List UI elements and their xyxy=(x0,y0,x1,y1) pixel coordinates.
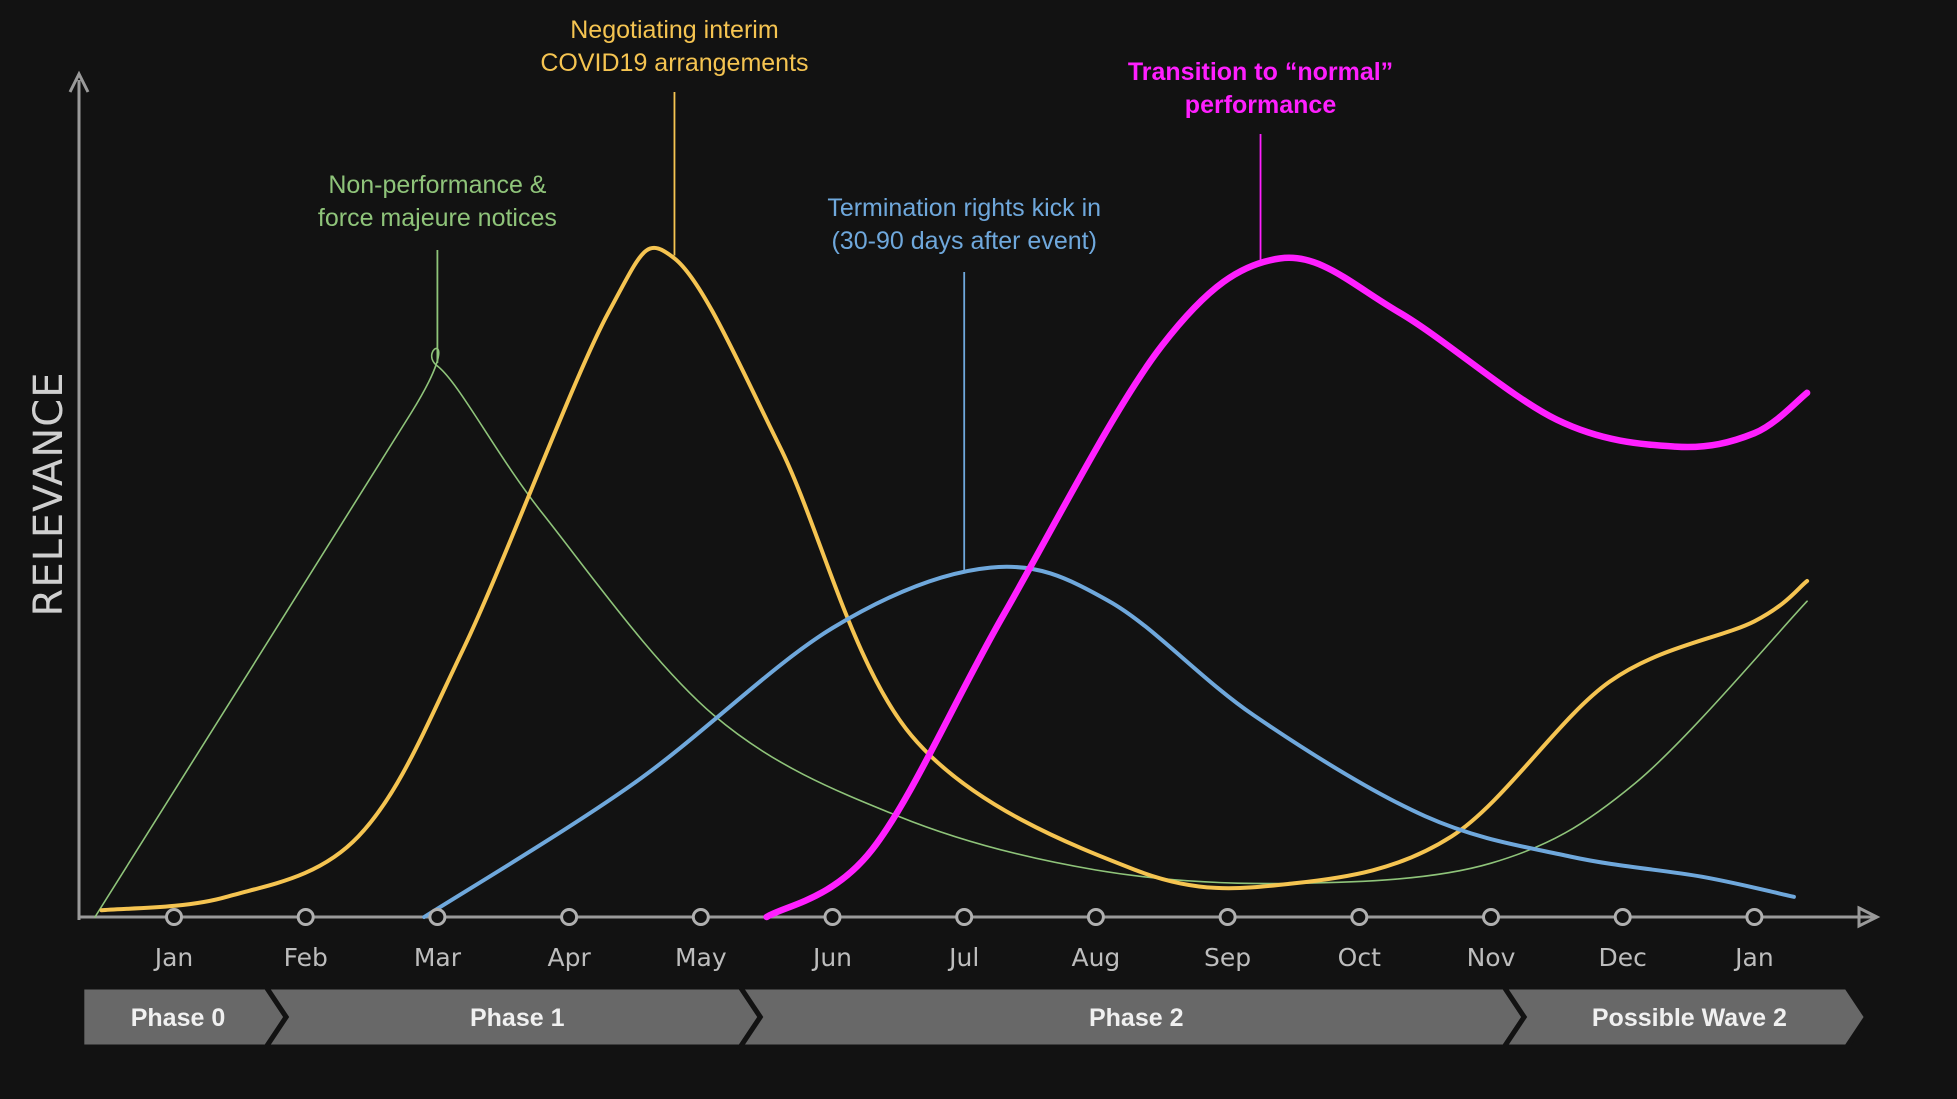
phase-label-phase-1: Phase 1 xyxy=(470,1004,565,1032)
annotation-3-line-1: Termination rights kick in xyxy=(827,194,1101,222)
x-tick-10 xyxy=(1350,908,1369,926)
x-tick-label-11: Nov xyxy=(1467,943,1516,972)
x-tick-8 xyxy=(1086,908,1105,926)
x-tick-label-2: Feb xyxy=(284,943,328,972)
x-tick-label-9: Sep xyxy=(1204,943,1251,972)
x-tick-11 xyxy=(1482,908,1500,926)
x-tick-12 xyxy=(1613,908,1632,926)
annotations: Non-performance & force majeure notices Ne… xyxy=(318,16,1393,572)
x-tick-9 xyxy=(1218,908,1237,926)
phase-label-possible-wave-2: Possible Wave 2 xyxy=(1592,1004,1787,1032)
annotation-4-line-1: Transition to “normal” xyxy=(1128,58,1393,86)
x-tick-5 xyxy=(691,908,710,926)
series-line-1 xyxy=(94,347,1808,918)
x-tick-4 xyxy=(560,908,579,926)
annotation-1-line-1: Non-performance & xyxy=(328,171,546,199)
phase-bar: Phase 0 Phase 1 Phase 2 Possible Wave 2 xyxy=(79,984,1870,1050)
annotation-3-line-2: (30-90 days after event) xyxy=(831,227,1096,255)
x-tick-3 xyxy=(428,908,447,926)
x-tick-7 xyxy=(955,908,974,926)
x-tick-label-6: Jun xyxy=(811,943,852,972)
series-line-2 xyxy=(99,245,1810,913)
series-line-3 xyxy=(422,564,1796,919)
annotation-2-line-2: COVID19 arrangements xyxy=(540,49,808,77)
x-tick-label-1: Jan xyxy=(153,943,194,972)
x-tick-label-3: Mar xyxy=(414,943,462,972)
annotation-4-line-2: performance xyxy=(1185,91,1337,119)
series-line-4 xyxy=(763,254,1811,921)
axes: RELEVANCE xyxy=(26,70,1881,929)
series-lines xyxy=(94,245,1811,921)
y-axis-arrow xyxy=(68,70,90,93)
phase-segment-possible-wave-2 xyxy=(1499,984,1870,1050)
annotation-1-line-2: force majeure notices xyxy=(318,204,557,232)
x-tick-label-7: Jul xyxy=(947,943,979,972)
phase-label-phase-2: Phase 2 xyxy=(1089,1004,1184,1032)
x-axis-arrow xyxy=(1857,905,1881,929)
x-tick-label-5: May xyxy=(675,943,727,972)
x-tick-label-13: Jan xyxy=(1733,943,1774,972)
x-ticks: Jan Feb Mar Apr May Jun Jul Aug Sep Oct Nov Dec Jan xyxy=(153,908,1774,972)
x-tick-6 xyxy=(823,908,842,926)
phase-label-phase-0: Phase 0 xyxy=(131,1004,226,1032)
annotation-2-line-1: Negotiating interim xyxy=(570,16,778,44)
y-axis-label: RELEVANCE xyxy=(26,372,72,617)
x-tick-2 xyxy=(296,908,315,926)
x-tick-label-10: Oct xyxy=(1338,943,1381,972)
x-tick-13 xyxy=(1745,908,1764,926)
x-tick-label-8: Aug xyxy=(1071,943,1120,972)
x-tick-label-12: Dec xyxy=(1599,943,1647,972)
x-tick-1 xyxy=(165,908,183,926)
x-tick-label-4: Apr xyxy=(547,943,591,972)
